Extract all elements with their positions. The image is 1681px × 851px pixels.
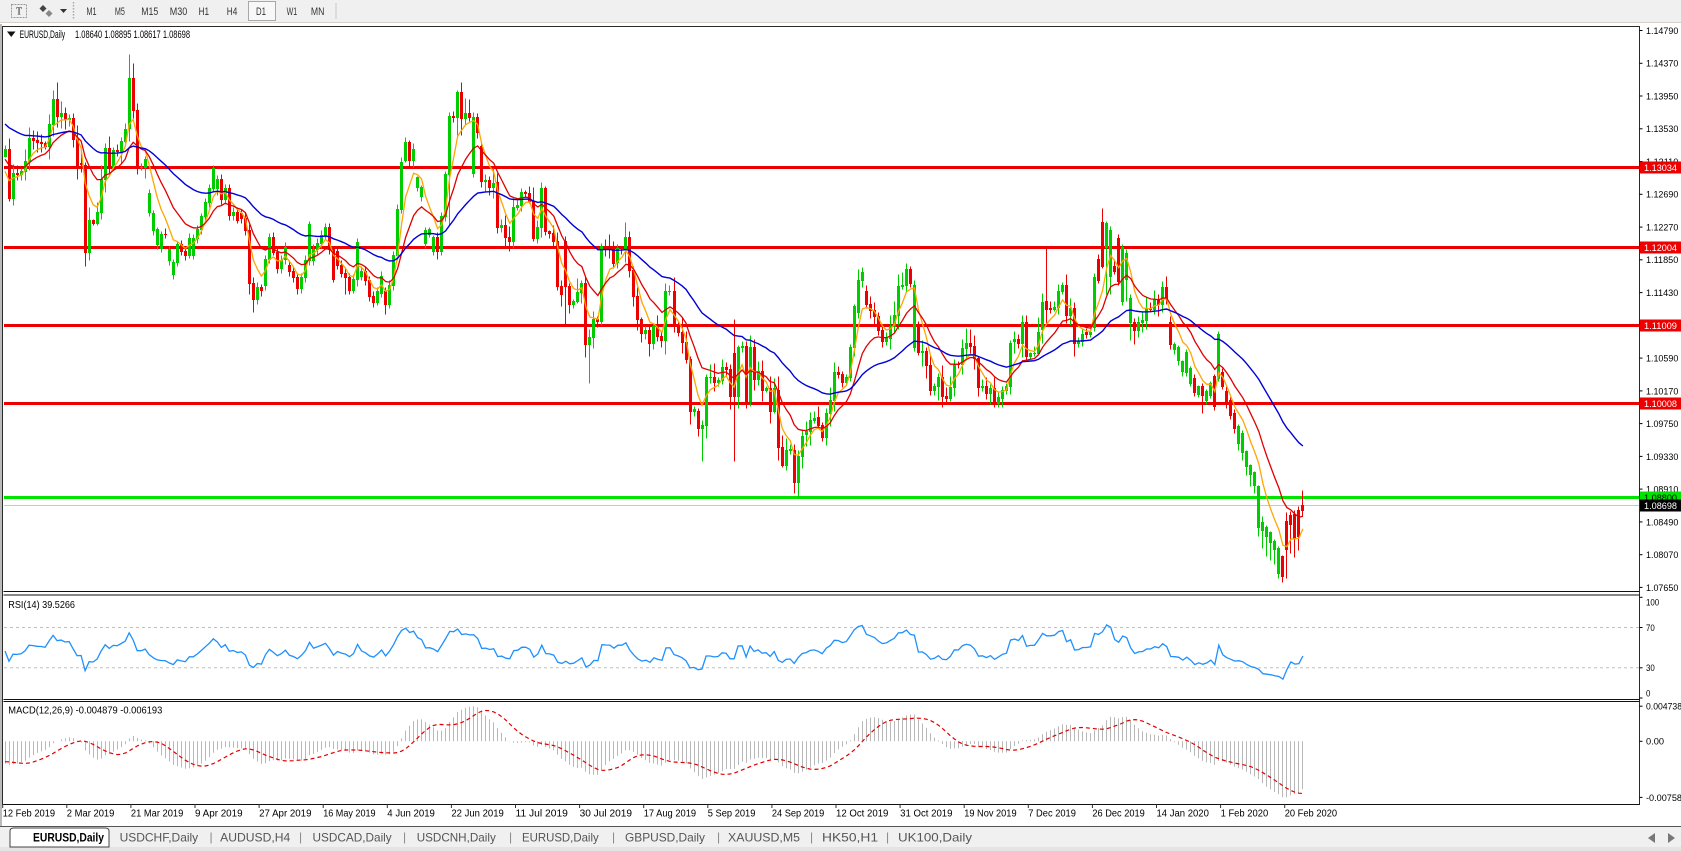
svg-text:1.10590: 1.10590 [1646, 354, 1678, 365]
svg-text:1.08640 1.08895 1.08617 1.0869: 1.08640 1.08895 1.08617 1.08698 [75, 29, 190, 41]
svg-text:2 Mar 2019: 2 Mar 2019 [67, 809, 115, 820]
svg-text:AUDUSD,H4: AUDUSD,H4 [220, 831, 290, 845]
svg-text:M5: M5 [115, 6, 125, 18]
svg-text:1.11850: 1.11850 [1646, 255, 1678, 266]
svg-text:1.10008: 1.10008 [1644, 399, 1677, 410]
svg-text:RSI(14) 39.5266: RSI(14) 39.5266 [8, 599, 75, 611]
svg-text:1.10170: 1.10170 [1646, 386, 1678, 397]
svg-text:1.14790: 1.14790 [1646, 26, 1678, 37]
svg-text:-0.00758: -0.00758 [1646, 793, 1681, 804]
svg-text:22 Jun 2019: 22 Jun 2019 [451, 809, 504, 820]
svg-text:M30: M30 [170, 6, 188, 18]
svg-text:1.08490: 1.08490 [1646, 517, 1678, 528]
svg-text:16 May 2019: 16 May 2019 [323, 809, 376, 820]
svg-text:MN: MN [311, 6, 325, 18]
svg-text:1 Feb 2020: 1 Feb 2020 [1221, 809, 1269, 820]
svg-text:MACD(12,26,9) -0.004879 -0.006: MACD(12,26,9) -0.004879 -0.006193 [8, 705, 162, 717]
svg-text:HK50,H1: HK50,H1 [822, 831, 878, 845]
svg-text:1.07650: 1.07650 [1646, 583, 1678, 594]
svg-text:11 Jul 2019: 11 Jul 2019 [516, 809, 569, 820]
svg-text:21 Mar 2019: 21 Mar 2019 [131, 809, 184, 820]
svg-text:27 Apr 2019: 27 Apr 2019 [259, 809, 312, 820]
svg-text:|: | [612, 830, 615, 844]
svg-text:0.004738: 0.004738 [1646, 702, 1681, 713]
svg-text:1.14370: 1.14370 [1646, 59, 1678, 70]
svg-text:0: 0 [1646, 689, 1650, 700]
svg-text:D1: D1 [256, 6, 266, 18]
svg-text:UK100,Daily: UK100,Daily [898, 831, 972, 845]
svg-text:7 Dec 2019: 7 Dec 2019 [1028, 809, 1076, 820]
svg-text:|: | [717, 830, 720, 844]
svg-text:1.11009: 1.11009 [1644, 321, 1677, 332]
svg-text:26 Dec 2019: 26 Dec 2019 [1092, 809, 1145, 820]
svg-text:1.08800: 1.08800 [1644, 493, 1677, 504]
svg-text:100: 100 [1646, 598, 1659, 609]
svg-text:12 Oct 2019: 12 Oct 2019 [836, 809, 889, 820]
svg-text:|: | [210, 830, 213, 844]
svg-text:19 Nov 2019: 19 Nov 2019 [964, 809, 1017, 820]
svg-text:USDCNH,Daily: USDCNH,Daily [417, 831, 496, 845]
svg-text:M1: M1 [87, 6, 97, 18]
svg-text:EURUSD,Daily: EURUSD,Daily [522, 831, 599, 845]
svg-text:70: 70 [1646, 623, 1655, 634]
svg-text:EURUSD,Daily: EURUSD,Daily [20, 29, 66, 41]
svg-text:30: 30 [1646, 663, 1655, 674]
svg-text:1.13034: 1.13034 [1644, 163, 1677, 174]
svg-text:1.08698: 1.08698 [1644, 501, 1677, 512]
svg-text:T: T [16, 7, 22, 18]
svg-text:20 Feb 2020: 20 Feb 2020 [1285, 809, 1338, 820]
svg-text:1.08910: 1.08910 [1646, 485, 1678, 496]
svg-text:1.13950: 1.13950 [1646, 91, 1678, 102]
svg-text:|: | [509, 830, 512, 844]
svg-text:|: | [403, 830, 406, 844]
svg-text:1.13530: 1.13530 [1646, 124, 1678, 135]
svg-text:H1: H1 [199, 6, 210, 18]
svg-text:M15: M15 [141, 6, 158, 18]
svg-text:|: | [886, 830, 889, 844]
svg-text:H4: H4 [227, 6, 238, 18]
svg-text:4 Jun 2019: 4 Jun 2019 [387, 809, 435, 820]
svg-text:9 Apr 2019: 9 Apr 2019 [195, 809, 243, 820]
svg-text:31 Oct 2019: 31 Oct 2019 [900, 809, 953, 820]
svg-text:30 Jul 2019: 30 Jul 2019 [580, 809, 633, 820]
svg-text:1.12004: 1.12004 [1644, 243, 1677, 254]
svg-text:1.09750: 1.09750 [1646, 419, 1678, 430]
svg-text:|: | [810, 830, 813, 844]
svg-text:W1: W1 [287, 6, 298, 18]
svg-text:1.12690: 1.12690 [1646, 190, 1678, 201]
svg-text:0.00: 0.00 [1646, 737, 1664, 748]
svg-text:1.08070: 1.08070 [1646, 550, 1678, 561]
svg-text:1.11430: 1.11430 [1646, 288, 1678, 299]
svg-text:USDCHF,Daily: USDCHF,Daily [120, 831, 199, 845]
svg-text:XAUUSD,M5: XAUUSD,M5 [728, 831, 800, 845]
svg-text:5 Sep 2019: 5 Sep 2019 [708, 809, 756, 820]
svg-text:|: | [299, 830, 302, 844]
svg-text:17 Aug 2019: 17 Aug 2019 [644, 809, 697, 820]
svg-text:USDCAD,Daily: USDCAD,Daily [313, 831, 392, 845]
svg-text:24 Sep 2019: 24 Sep 2019 [772, 809, 825, 820]
svg-text:14 Jan 2020: 14 Jan 2020 [1157, 809, 1210, 820]
svg-text:12 Feb 2019: 12 Feb 2019 [3, 809, 56, 820]
svg-text:1.09330: 1.09330 [1646, 452, 1678, 463]
svg-text:GBPUSD,Daily: GBPUSD,Daily [625, 831, 705, 845]
svg-text:1.12270: 1.12270 [1646, 223, 1678, 234]
svg-text:EURUSD,Daily: EURUSD,Daily [33, 831, 104, 845]
